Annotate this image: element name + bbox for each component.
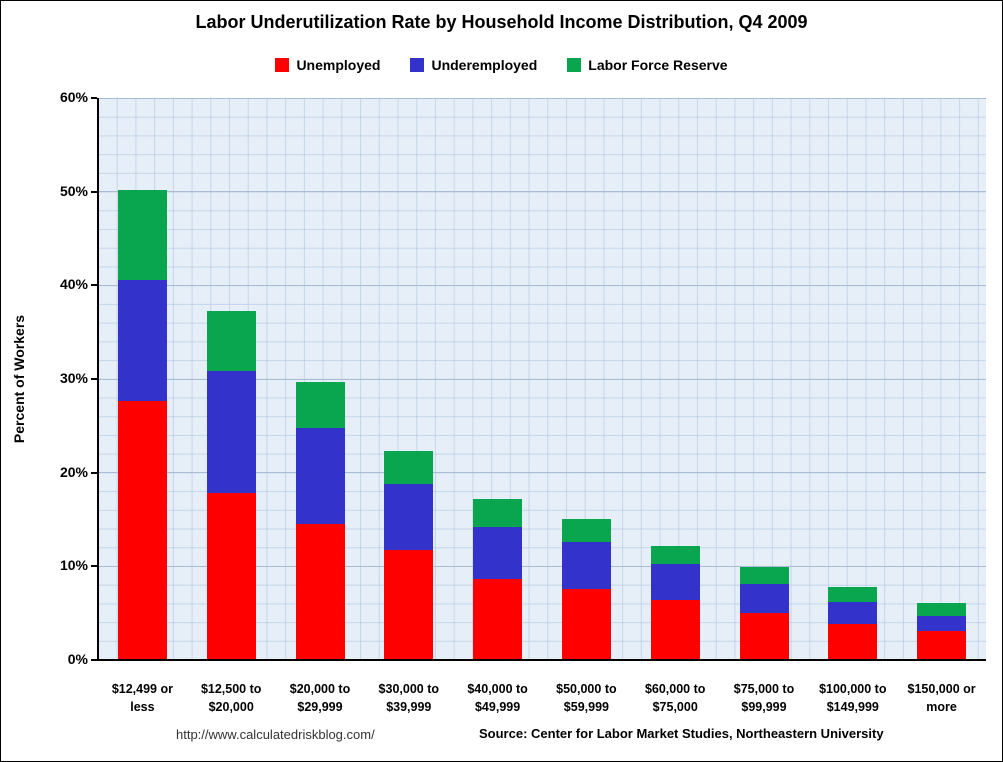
legend-item-3: Labor Force Reserve — [567, 57, 728, 73]
gridline-30% — [98, 378, 986, 380]
y-tick-mark — [91, 97, 97, 99]
bar-7-segment-labor-force-reserve — [650, 545, 700, 564]
bar-1-segment-underemployed — [117, 279, 167, 401]
x-tick-label: $150,000 or more — [907, 682, 976, 715]
legend-item-label: Underemployed — [431, 57, 538, 73]
bar-9-segment-underemployed — [828, 601, 878, 625]
bar-10-segment-labor-force-reserve — [917, 602, 967, 616]
legend-swatch-icon — [275, 58, 290, 72]
bar-5-segment-unemployed — [473, 579, 523, 660]
bar-7-segment-underemployed — [650, 563, 700, 601]
gridline-10% — [98, 565, 986, 567]
y-tick-label: 10% — [59, 557, 88, 574]
legend-item-label: Unemployed — [296, 57, 381, 73]
y-axis-line — [97, 98, 99, 661]
y-tick-label: 30% — [59, 370, 88, 386]
bar-1-segment-unemployed — [117, 400, 167, 660]
bar-8-segment-labor-force-reserve — [739, 567, 789, 585]
x-tick-label: $12,500 to $20,000 — [200, 682, 262, 715]
legend-item-1: Unemployed — [275, 57, 380, 73]
y-tick-label: 60% — [59, 89, 88, 105]
legend-swatch-icon — [410, 58, 425, 72]
y-tick-mark — [91, 284, 97, 287]
bar-9-segment-unemployed — [828, 624, 878, 660]
y-tick-mark — [91, 471, 97, 474]
x-tick-label: $60,000 to $75,000 — [644, 682, 706, 715]
legend-swatch-icon — [567, 58, 582, 72]
bar-2-segment-unemployed — [206, 493, 256, 660]
x-tick-label: $12,499 or less — [111, 682, 173, 715]
y-tick-mark — [91, 565, 97, 568]
bar-2-segment-labor-force-reserve — [206, 310, 256, 371]
footer-source: Source: Center for Labor Market Studies,… — [479, 726, 884, 741]
y-tick-mark — [91, 659, 97, 661]
x-tick-label: $40,000 to $49,999 — [467, 682, 528, 715]
gridline-60% — [98, 97, 986, 99]
bar-2-segment-underemployed — [206, 370, 256, 494]
bar-4-segment-underemployed — [384, 483, 434, 551]
y-tick-label: 40% — [59, 276, 88, 293]
x-tick-label: $20,000 to $29,999 — [289, 682, 351, 715]
y-tick-label: 50% — [59, 182, 88, 199]
bar-3-segment-labor-force-reserve — [295, 381, 345, 428]
legend: Unemployed Underemployed Labor Force Reser… — [1, 57, 1002, 73]
bar-1-segment-labor-force-reserve — [117, 189, 167, 280]
y-axis-title: Percent of Workers — [11, 314, 27, 444]
x-tick-label: $50,000 to $59,999 — [556, 682, 617, 715]
legend-item-label: Labor Force Reserve — [588, 57, 728, 73]
y-tick-label: 20% — [59, 463, 88, 480]
bar-5-segment-labor-force-reserve — [473, 498, 523, 527]
bar-8-segment-unemployed — [739, 613, 789, 660]
x-tick-label: $30,000 to $39,999 — [378, 682, 440, 715]
y-tick-label: 0% — [67, 651, 88, 667]
bar-7-segment-unemployed — [650, 600, 700, 660]
bar-10-segment-underemployed — [917, 615, 967, 631]
bar-6-segment-underemployed — [561, 541, 611, 589]
bar-4-segment-unemployed — [384, 550, 434, 660]
footer-url: http://www.calculatedriskblog.com/ — [176, 727, 375, 742]
bar-10-segment-unemployed — [917, 630, 967, 660]
legend-item-2: Underemployed — [410, 57, 537, 73]
x-tick-label: $75,000 to $99,999 — [733, 682, 795, 715]
gridline-20% — [98, 472, 986, 474]
gridline-50% — [98, 191, 986, 193]
x-tick-label: $100,000 to $149,999 — [819, 682, 887, 715]
bar-3-segment-unemployed — [295, 524, 345, 660]
bar-3-segment-underemployed — [295, 427, 345, 525]
bar-5-segment-underemployed — [473, 526, 523, 580]
bar-6-segment-labor-force-reserve — [561, 518, 611, 542]
gridline-40% — [98, 284, 986, 286]
y-tick-mark — [91, 190, 97, 193]
bar-4-segment-labor-force-reserve — [384, 451, 434, 484]
bar-6-segment-unemployed — [561, 588, 611, 660]
chart-title: Labor Underutilization Rate by Household… — [195, 12, 808, 32]
bar-9-segment-labor-force-reserve — [828, 586, 878, 602]
bar-8-segment-underemployed — [739, 584, 789, 614]
y-tick-mark — [91, 378, 97, 380]
x-axis-line — [97, 659, 986, 661]
